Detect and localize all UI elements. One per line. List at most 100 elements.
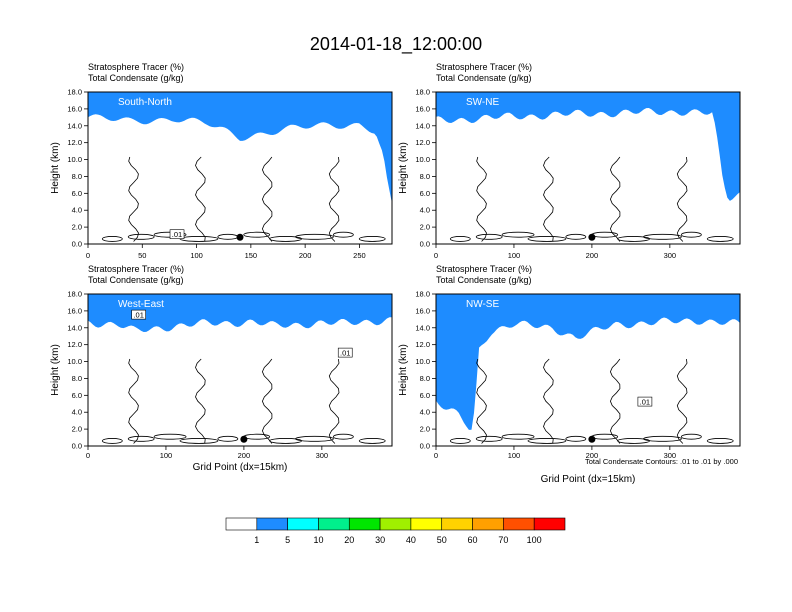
contour-label: .01	[640, 398, 650, 407]
contour-line	[676, 358, 688, 444]
plot-frame	[87, 293, 393, 447]
y-tick-label: 6.0	[72, 189, 82, 198]
contour-line	[609, 358, 621, 444]
colorbar-label: 60	[468, 535, 478, 545]
y-tick-label: 0.0	[420, 442, 430, 451]
tracer-band-1	[88, 92, 392, 204]
y-tick-label: 4.0	[72, 408, 82, 417]
y-tick-label: 0.0	[420, 240, 430, 249]
colorbar-swatch	[533, 517, 566, 531]
y-tick-label: 12.0	[415, 138, 430, 147]
colorbar-swatch	[287, 517, 319, 531]
y-tick-label: 6.0	[420, 189, 430, 198]
x-tick-label: 200	[586, 451, 599, 460]
panel-subtitle: Total Condensate (g/kg)	[88, 275, 184, 285]
panel-subtitle: Total Condensate (g/kg)	[88, 73, 184, 83]
y-tick-label: 8.0	[72, 172, 82, 181]
contour-loop	[706, 236, 734, 242]
contour-loop	[475, 233, 503, 240]
tracer-field	[88, 294, 392, 332]
y-tick-label: 14.0	[415, 323, 430, 332]
panel-subtitle: Total Condensate (g/kg)	[436, 275, 532, 285]
contour-line	[195, 156, 206, 242]
colorbar-swatch	[256, 517, 288, 531]
colorbar-label: 50	[437, 535, 447, 545]
y-tick-label: 14.0	[67, 323, 82, 332]
y-tick-label: 10.0	[415, 357, 430, 366]
y-tick-label: 14.0	[415, 121, 430, 130]
contour-line	[328, 358, 340, 444]
tracer-band-1	[436, 92, 740, 201]
location-marker	[588, 233, 596, 241]
y-tick-label: 8.0	[420, 172, 430, 181]
tracer-field	[88, 92, 392, 204]
y-axis-label: Height (km)	[50, 142, 61, 194]
y-tick-label: 2.0	[72, 223, 82, 232]
contour-loop	[243, 231, 271, 238]
x-tick-label: 0	[86, 251, 90, 260]
contour-line	[609, 156, 621, 242]
plot-frame	[435, 293, 741, 447]
panel-subtitle: Stratosphere Tracer (%)	[88, 264, 184, 274]
y-tick-label: 8.0	[72, 374, 82, 383]
location-marker	[588, 435, 596, 443]
x-axis-label: Grid Point (dx=15km)	[193, 462, 288, 473]
contour-line	[261, 156, 273, 242]
contour-line	[476, 156, 487, 242]
contour-loop	[332, 231, 354, 238]
y-tick-label: 18.0	[67, 88, 82, 97]
tracer-band-1	[88, 294, 392, 332]
colorbar-label: 5	[285, 535, 290, 545]
y-tick-label: 12.0	[415, 340, 430, 349]
contour-loop	[501, 433, 535, 440]
panel-label: West-East	[118, 299, 164, 310]
panel-label: NW-SE	[466, 299, 499, 310]
contour-loop	[527, 236, 567, 242]
x-tick-label: 50	[138, 251, 146, 260]
contour-line	[128, 156, 139, 242]
colorbar-swatch	[318, 517, 350, 531]
contour-loop	[680, 433, 702, 440]
y-tick-label: 16.0	[415, 306, 430, 315]
location-marker	[240, 435, 248, 443]
contour-loop	[127, 435, 155, 442]
contour-loop	[501, 231, 535, 238]
colorbar-swatch	[441, 517, 473, 531]
contour-loop	[101, 438, 123, 444]
x-tick-label: 200	[586, 251, 599, 260]
y-tick-label: 18.0	[415, 290, 430, 299]
contour-label-box	[637, 396, 653, 407]
contour-label: .01	[172, 230, 182, 239]
y-tick-label: 10.0	[67, 155, 82, 164]
y-tick-label: 6.0	[72, 391, 82, 400]
panel-label: South-North	[118, 97, 172, 108]
y-tick-label: 18.0	[67, 290, 82, 299]
contour-loop	[217, 435, 239, 442]
x-tick-label: 0	[434, 251, 438, 260]
contour-loop	[527, 438, 567, 444]
colorbar-label: 10	[313, 535, 323, 545]
y-tick-label: 2.0	[72, 425, 82, 434]
y-tick-label: 8.0	[420, 374, 430, 383]
panel-subtitle: Stratosphere Tracer (%)	[88, 62, 184, 72]
x-tick-label: 200	[238, 451, 251, 460]
y-tick-label: 6.0	[420, 391, 430, 400]
contour-label-box	[337, 347, 353, 358]
colorbar-swatch	[348, 517, 381, 531]
condensate-contours	[449, 358, 734, 444]
tracer-field	[436, 294, 740, 430]
x-tick-label: 250	[353, 251, 366, 260]
colorbar-swatch	[379, 517, 412, 531]
panel-subtitle: Stratosphere Tracer (%)	[436, 62, 532, 72]
contour-line	[128, 358, 139, 444]
contour-label-box	[169, 229, 185, 240]
y-tick-label: 16.0	[415, 104, 430, 113]
y-tick-label: 14.0	[67, 121, 82, 130]
x-tick-label: 300	[664, 451, 677, 460]
y-tick-label: 18.0	[415, 88, 430, 97]
contour-note: Total Condensate Contours: .01 to .01 by…	[585, 457, 738, 466]
y-tick-label: 16.0	[67, 306, 82, 315]
